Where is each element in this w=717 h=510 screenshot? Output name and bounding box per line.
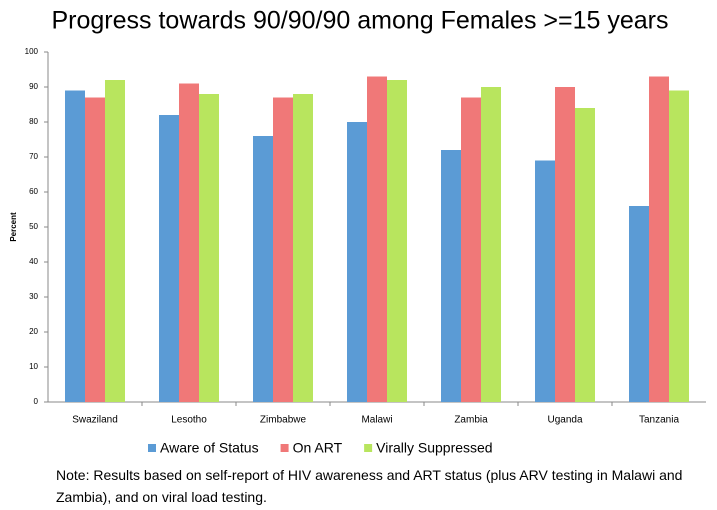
legend-label: Aware of Status — [160, 440, 259, 456]
y-tick-label: 50 — [29, 222, 38, 231]
bar — [535, 160, 555, 402]
y-tick-label: 90 — [29, 82, 38, 91]
bar — [199, 94, 219, 402]
x-tick-label: Lesotho — [171, 415, 207, 426]
bar — [387, 80, 407, 402]
bar — [649, 76, 669, 402]
bar — [629, 206, 649, 402]
bar — [253, 136, 273, 402]
bar — [347, 122, 367, 402]
y-tick-label: 60 — [29, 187, 38, 196]
bar — [159, 115, 179, 402]
bar — [293, 94, 313, 402]
x-tick-label: Uganda — [547, 415, 582, 426]
bar — [441, 150, 461, 402]
bar — [105, 80, 125, 402]
bar — [481, 87, 501, 402]
bar — [461, 97, 481, 402]
bar — [669, 90, 689, 402]
y-tick-label: 80 — [29, 117, 38, 126]
x-tick-label: Swaziland — [72, 415, 118, 426]
bar — [85, 97, 105, 402]
y-tick-label: 30 — [29, 292, 38, 301]
chart-title: Progress towards 90/90/90 among Females … — [51, 7, 668, 35]
y-tick-label: 40 — [29, 257, 38, 266]
bar — [367, 76, 387, 402]
chart: Progress towards 90/90/90 among Females … — [9, 7, 706, 456]
x-tick-label: Malawi — [361, 415, 392, 426]
legend-swatch — [148, 444, 156, 452]
bar — [65, 90, 85, 402]
x-tick-label: Zambia — [454, 415, 488, 426]
y-tick-label: 70 — [29, 152, 38, 161]
bar — [575, 108, 595, 402]
bar — [179, 83, 199, 402]
y-tick-label: 0 — [34, 397, 39, 406]
legend-swatch — [280, 444, 289, 452]
bar — [273, 97, 293, 402]
y-tick-label: 20 — [29, 327, 38, 336]
y-axis-label: Percent — [9, 212, 18, 242]
x-tick-label: Tanzania — [639, 415, 679, 426]
legend-swatch — [364, 444, 373, 452]
note: Note: Results based on self-report of HI… — [56, 467, 683, 505]
bar — [555, 87, 575, 402]
legend-label: Virally Suppressed — [376, 440, 492, 456]
y-tick-label: 10 — [29, 362, 38, 371]
y-tick-label: 100 — [25, 47, 39, 56]
x-tick-label: Zimbabwe — [260, 415, 307, 426]
legend-label: On ART — [293, 440, 343, 456]
